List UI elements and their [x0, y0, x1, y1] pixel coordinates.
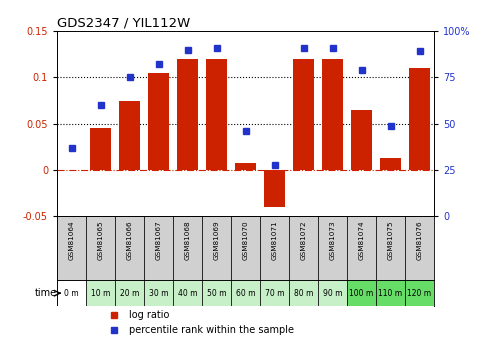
- Bar: [260, 280, 289, 306]
- Text: 100 m: 100 m: [349, 289, 373, 298]
- Text: 60 m: 60 m: [236, 289, 255, 298]
- Bar: [405, 216, 434, 280]
- Bar: [347, 280, 376, 306]
- Text: log ratio: log ratio: [128, 310, 169, 320]
- Bar: [260, 216, 289, 280]
- Text: 110 m: 110 m: [378, 289, 403, 298]
- Bar: [57, 280, 86, 306]
- Bar: [264, 170, 285, 207]
- Bar: [120, 101, 140, 170]
- Bar: [322, 59, 343, 170]
- Bar: [405, 280, 434, 306]
- Bar: [173, 216, 202, 280]
- Bar: [178, 59, 198, 170]
- Text: GSM81071: GSM81071: [271, 220, 278, 260]
- Bar: [351, 110, 372, 170]
- Text: 20 m: 20 m: [120, 289, 139, 298]
- Bar: [293, 59, 313, 170]
- Bar: [289, 216, 318, 280]
- Text: 10 m: 10 m: [91, 289, 110, 298]
- Bar: [206, 59, 227, 170]
- Text: GSM81066: GSM81066: [126, 220, 132, 260]
- Bar: [289, 280, 318, 306]
- Bar: [318, 216, 347, 280]
- Text: 30 m: 30 m: [149, 289, 168, 298]
- Bar: [144, 280, 173, 306]
- Bar: [202, 216, 231, 280]
- Text: GSM81073: GSM81073: [329, 220, 335, 260]
- Bar: [347, 216, 376, 280]
- Text: percentile rank within the sample: percentile rank within the sample: [128, 325, 294, 335]
- Text: GDS2347 / YIL112W: GDS2347 / YIL112W: [57, 17, 190, 30]
- Text: GSM81065: GSM81065: [98, 220, 104, 260]
- Text: GSM81064: GSM81064: [68, 220, 74, 260]
- Text: GSM81069: GSM81069: [213, 220, 220, 260]
- Bar: [236, 163, 255, 170]
- Bar: [86, 216, 115, 280]
- Text: GSM81075: GSM81075: [387, 220, 393, 260]
- Bar: [231, 280, 260, 306]
- Bar: [409, 68, 430, 170]
- Bar: [380, 158, 401, 170]
- Text: 80 m: 80 m: [294, 289, 313, 298]
- Bar: [115, 216, 144, 280]
- Text: GSM81067: GSM81067: [156, 220, 162, 260]
- Bar: [376, 280, 405, 306]
- Text: 120 m: 120 m: [407, 289, 432, 298]
- Text: GSM81074: GSM81074: [359, 220, 365, 260]
- Text: GSM81068: GSM81068: [185, 220, 190, 260]
- Text: 0 m: 0 m: [64, 289, 79, 298]
- Text: 70 m: 70 m: [265, 289, 284, 298]
- Text: GSM81070: GSM81070: [243, 220, 248, 260]
- Bar: [115, 280, 144, 306]
- Bar: [90, 128, 111, 170]
- Text: time: time: [34, 288, 57, 298]
- Bar: [86, 280, 115, 306]
- Bar: [148, 73, 169, 170]
- Bar: [173, 280, 202, 306]
- Text: GSM81072: GSM81072: [301, 220, 307, 260]
- Text: 90 m: 90 m: [323, 289, 342, 298]
- Bar: [318, 280, 347, 306]
- Bar: [376, 216, 405, 280]
- Text: 40 m: 40 m: [178, 289, 197, 298]
- Text: GSM81076: GSM81076: [417, 220, 423, 260]
- Bar: [231, 216, 260, 280]
- Bar: [144, 216, 173, 280]
- Bar: [202, 280, 231, 306]
- Text: 50 m: 50 m: [207, 289, 226, 298]
- Bar: [57, 216, 86, 280]
